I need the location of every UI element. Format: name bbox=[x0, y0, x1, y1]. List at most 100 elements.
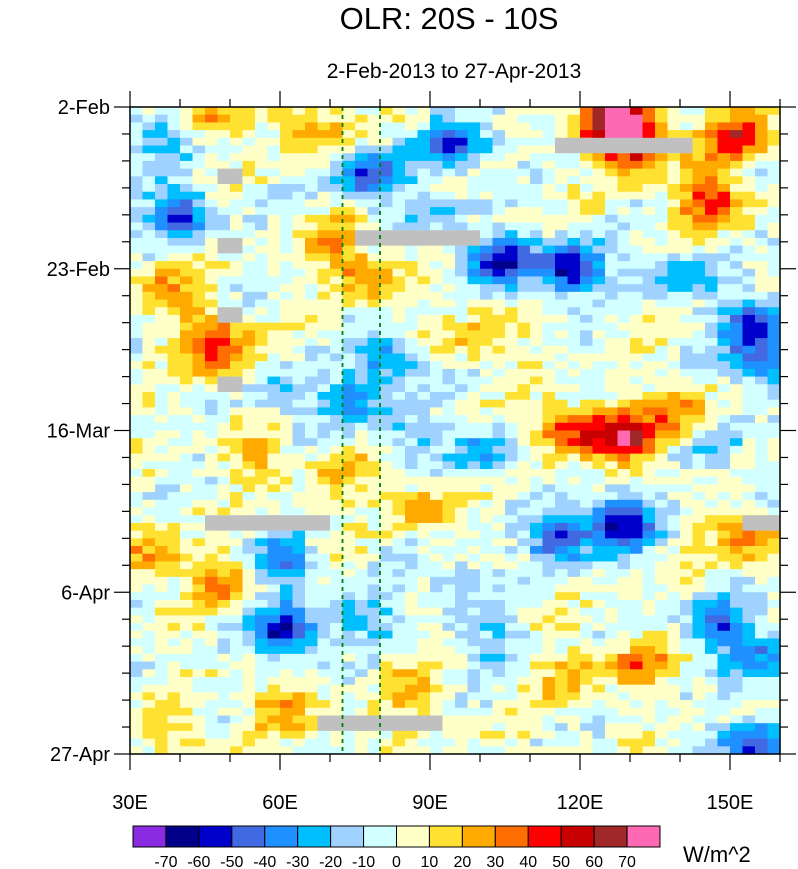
heatmap-cell bbox=[280, 576, 294, 586]
heatmap-cell bbox=[530, 484, 544, 493]
heatmap-cell bbox=[730, 499, 744, 509]
heatmap-cell bbox=[242, 191, 256, 201]
heatmap-cell bbox=[705, 391, 719, 401]
heatmap-cell bbox=[617, 176, 631, 185]
heatmap-cell bbox=[542, 391, 556, 401]
heatmap-cell bbox=[192, 638, 206, 647]
heatmap-cell bbox=[442, 130, 456, 139]
heatmap-cell bbox=[167, 338, 181, 347]
heatmap-cell bbox=[655, 160, 669, 170]
heatmap-cell bbox=[217, 700, 231, 709]
heatmap-cell bbox=[667, 314, 681, 324]
heatmap-cell bbox=[567, 384, 581, 393]
heatmap-cell bbox=[705, 291, 719, 301]
heatmap-cell bbox=[230, 261, 244, 270]
heatmap-cell bbox=[355, 599, 369, 609]
heatmap-cell bbox=[380, 384, 394, 393]
heatmap-cell bbox=[442, 692, 456, 701]
heatmap-cell bbox=[605, 738, 619, 747]
heatmap-cell bbox=[692, 230, 706, 239]
heatmap-cell bbox=[467, 615, 481, 624]
heatmap-cell bbox=[455, 376, 469, 385]
heatmap-cell bbox=[755, 453, 769, 462]
heatmap-cell bbox=[205, 661, 219, 670]
heatmap-cell bbox=[305, 222, 319, 231]
heatmap-cell bbox=[367, 391, 381, 401]
heatmap-cell bbox=[555, 507, 569, 516]
heatmap-cell bbox=[192, 207, 206, 216]
heatmap-cell bbox=[380, 145, 394, 154]
heatmap-cell bbox=[130, 453, 144, 462]
heatmap-cell bbox=[130, 130, 144, 139]
heatmap-cell bbox=[280, 430, 294, 439]
heatmap-cell bbox=[742, 707, 756, 717]
heatmap-cell bbox=[555, 584, 569, 593]
heatmap-cell bbox=[217, 415, 231, 424]
heatmap-cell bbox=[192, 630, 206, 640]
heatmap-cell bbox=[292, 723, 306, 732]
heatmap-cell bbox=[317, 407, 331, 416]
heatmap-cell bbox=[692, 153, 706, 162]
heatmap-cell bbox=[630, 214, 644, 224]
heatmap-cell bbox=[380, 584, 394, 593]
heatmap-cell bbox=[155, 730, 169, 740]
heatmap-cell bbox=[405, 314, 419, 324]
heatmap-cell bbox=[667, 130, 681, 139]
heatmap-cell bbox=[367, 453, 381, 462]
heatmap-cell bbox=[767, 253, 781, 262]
heatmap-cell bbox=[717, 322, 731, 331]
heatmap-cell bbox=[505, 445, 519, 455]
heatmap-cell bbox=[467, 107, 481, 116]
heatmap-cell bbox=[692, 684, 706, 693]
heatmap-cell bbox=[480, 684, 494, 693]
heatmap-cell bbox=[467, 607, 481, 616]
heatmap-cell bbox=[480, 191, 494, 201]
heatmap-cell bbox=[292, 184, 306, 193]
heatmap-cell bbox=[380, 623, 394, 632]
heatmap-cell bbox=[317, 284, 331, 293]
heatmap-cell bbox=[155, 322, 169, 331]
heatmap-cell bbox=[592, 245, 606, 254]
heatmap-cell bbox=[592, 615, 606, 624]
heatmap-cell bbox=[480, 723, 494, 732]
heatmap-cell bbox=[267, 646, 281, 655]
heatmap-cell bbox=[142, 137, 156, 147]
heatmap-cell bbox=[567, 476, 581, 486]
heatmap-cell bbox=[255, 245, 269, 254]
heatmap-cell bbox=[755, 122, 769, 131]
heatmap-cell bbox=[255, 738, 269, 747]
heatmap-cell bbox=[505, 130, 519, 139]
heatmap-cell bbox=[180, 730, 194, 740]
heatmap-cell bbox=[430, 191, 444, 201]
heatmap-cell bbox=[617, 553, 631, 563]
heatmap-cell bbox=[442, 492, 456, 501]
heatmap-cell bbox=[667, 199, 681, 208]
missing-data-block bbox=[555, 137, 693, 154]
heatmap-cell bbox=[342, 422, 356, 432]
heatmap-cell bbox=[642, 623, 656, 632]
heatmap-cell bbox=[692, 114, 706, 124]
heatmap-cell bbox=[730, 715, 744, 724]
heatmap-cell bbox=[255, 314, 269, 324]
heatmap-cell bbox=[655, 484, 669, 493]
heatmap-cell bbox=[767, 461, 781, 470]
heatmap-cell bbox=[280, 176, 294, 185]
heatmap-cell bbox=[680, 738, 694, 747]
heatmap-cell bbox=[317, 307, 331, 316]
heatmap-cell bbox=[142, 561, 156, 570]
heatmap-cell bbox=[267, 191, 281, 201]
heatmap-cell bbox=[455, 638, 469, 647]
heatmap-cell bbox=[755, 615, 769, 624]
heatmap-cell bbox=[180, 314, 194, 324]
heatmap-cell bbox=[317, 153, 331, 162]
heatmap-cell bbox=[592, 207, 606, 216]
heatmap-cell bbox=[305, 592, 319, 601]
heatmap-cell bbox=[205, 230, 219, 239]
heatmap-cell bbox=[617, 230, 631, 239]
heatmap-cell bbox=[255, 453, 269, 462]
heatmap-cell bbox=[667, 715, 681, 724]
heatmap-cell bbox=[505, 492, 519, 501]
heatmap-cell bbox=[342, 653, 356, 663]
heatmap-cell bbox=[230, 338, 244, 347]
heatmap-cell bbox=[192, 353, 206, 362]
